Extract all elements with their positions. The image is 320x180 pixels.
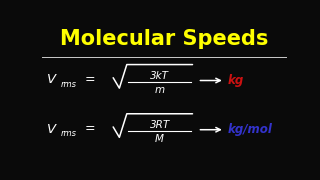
Text: kg/mol: kg/mol bbox=[227, 123, 272, 136]
Text: V: V bbox=[47, 73, 57, 86]
Text: M: M bbox=[155, 134, 164, 144]
Text: V: V bbox=[47, 123, 57, 136]
Text: rms: rms bbox=[61, 129, 77, 138]
Text: 3kT: 3kT bbox=[150, 71, 169, 81]
Text: rms: rms bbox=[61, 80, 77, 89]
Text: =: = bbox=[84, 73, 95, 86]
Text: =: = bbox=[84, 123, 95, 136]
Text: Molecular Speeds: Molecular Speeds bbox=[60, 29, 268, 49]
Text: kg: kg bbox=[227, 74, 244, 87]
Text: 3RT: 3RT bbox=[149, 120, 170, 130]
Text: m: m bbox=[155, 85, 165, 95]
